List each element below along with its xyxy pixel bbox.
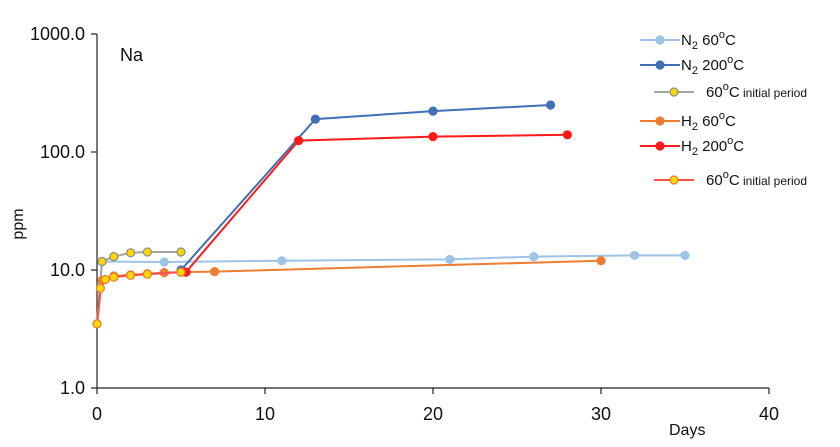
- data-point: [680, 250, 690, 260]
- data-point: [529, 252, 539, 262]
- data-point: [294, 136, 304, 146]
- legend-marker: [655, 141, 665, 151]
- series-line: [185, 133, 568, 273]
- legend-label: N2 60oC: [681, 29, 736, 52]
- y-tick-label: 10.0: [50, 260, 85, 280]
- data-point: [445, 254, 455, 264]
- data-point: [142, 247, 152, 257]
- data-point: [159, 257, 169, 267]
- data-point: [562, 130, 573, 140]
- legend-marker: [655, 60, 665, 70]
- legend-item-3: H2 60oC: [640, 110, 736, 133]
- data-point: [126, 270, 136, 280]
- x-tick-label: 0: [92, 404, 102, 424]
- data-point: [210, 267, 220, 277]
- data-point: [596, 256, 606, 266]
- series-line: [180, 104, 551, 271]
- data-point: [142, 269, 152, 279]
- x-tick-label: 20: [423, 404, 443, 424]
- legend-label: 60oC initial period: [706, 169, 807, 189]
- data-point: [109, 252, 119, 262]
- data-point: [176, 267, 186, 277]
- y-axis-label: ppm: [10, 208, 27, 239]
- x-tick-label: 40: [759, 404, 779, 424]
- legend-label: 60oC initial period: [706, 81, 807, 101]
- legend-label: H2 200oC: [681, 135, 744, 158]
- data-point: [97, 256, 107, 267]
- series-line: [96, 254, 685, 324]
- data-point: [545, 100, 556, 110]
- data-point: [176, 247, 186, 257]
- data-point: [92, 319, 102, 329]
- legend-item-0: N2 60oC: [640, 29, 736, 52]
- series-layer: [92, 100, 690, 329]
- legend-marker: [655, 116, 665, 126]
- series-line: [96, 259, 602, 324]
- data-point: [629, 250, 640, 260]
- series-1: [176, 100, 556, 275]
- series-3: [92, 256, 606, 329]
- legend-marker: [669, 175, 679, 185]
- data-point: [126, 248, 136, 258]
- legend-marker: [669, 87, 679, 97]
- axes: 1.0 10.0 100.0 1000.0 0 10 20 30 40: [30, 24, 779, 424]
- legend-label: H2 60oC: [681, 110, 736, 133]
- x-tick-label: 10: [255, 404, 275, 424]
- data-point: [428, 106, 438, 116]
- x-tick-label: 30: [591, 404, 611, 424]
- data-point: [310, 114, 320, 124]
- series-2: [92, 247, 186, 329]
- legend-label: N2 200oC: [681, 54, 744, 77]
- series-4: [181, 130, 573, 277]
- data-point: [100, 274, 111, 285]
- data-point: [109, 272, 119, 282]
- x-axis-label: Days: [669, 422, 705, 439]
- legend-item-4: H2 200oC: [640, 135, 744, 158]
- legend-item-2: 60oC initial period: [654, 81, 807, 101]
- legend-item-5: 60oC initial period: [654, 169, 807, 189]
- data-point: [277, 256, 287, 266]
- data-point: [95, 283, 106, 293]
- series-5: [92, 267, 186, 329]
- panel-label: Na: [120, 45, 144, 65]
- legend-marker: [655, 35, 665, 45]
- y-tick-label: 1000.0: [30, 24, 85, 44]
- y-tick-label: 1.0: [60, 378, 85, 398]
- series-line: [96, 251, 181, 324]
- data-point: [428, 132, 438, 142]
- y-tick-label: 100.0: [40, 142, 85, 162]
- legend-item-1: N2 200oC: [640, 54, 744, 77]
